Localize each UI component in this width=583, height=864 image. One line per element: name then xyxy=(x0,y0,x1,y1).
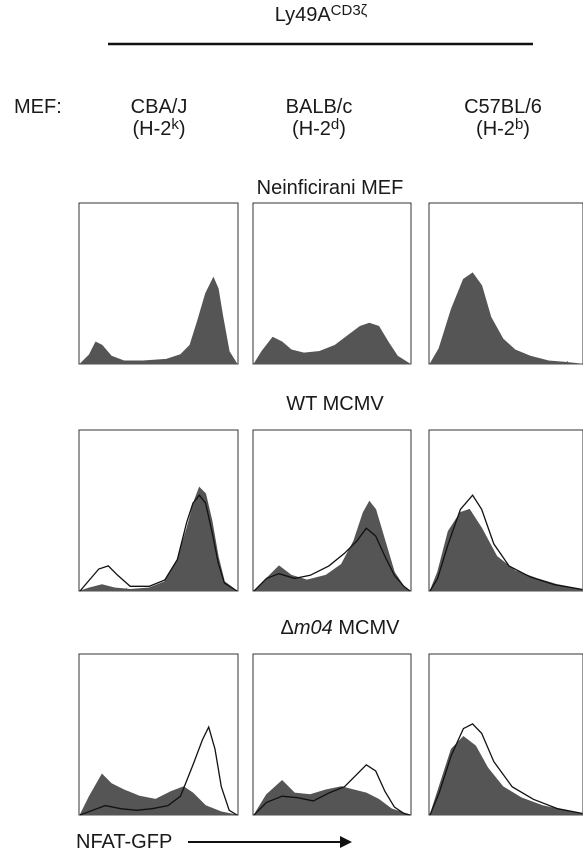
filled-histogram xyxy=(429,272,583,365)
filled-histogram xyxy=(253,322,412,365)
open-histogram-line xyxy=(253,527,411,592)
strain-cbaj: CBA/J (H-2k) xyxy=(131,96,188,140)
construct-title: Ly49ACD3ζ xyxy=(274,2,368,26)
row-title-uninfected: Neinficirani MEF xyxy=(256,177,404,199)
haplotype: (H-2k) xyxy=(132,116,186,140)
filled-histogram xyxy=(253,500,412,592)
strain-balbc: BALB/c (H-2d) xyxy=(286,96,353,140)
haplotype: (H-2b) xyxy=(476,116,530,140)
construct-name: Ly49A xyxy=(274,4,331,26)
histogram-panel xyxy=(428,202,583,365)
histogram-panel xyxy=(428,653,583,816)
open-histogram-line xyxy=(79,725,238,816)
open-histogram-line xyxy=(79,494,238,592)
open-histogram-line xyxy=(253,763,411,816)
strain-name: CBA/J xyxy=(130,96,188,118)
row-title-wt-mcmv: WT MCMV xyxy=(286,393,384,415)
construct-superscript: CD3ζ xyxy=(330,2,368,19)
x-axis-arrow xyxy=(188,836,352,848)
mef-label: MEF: xyxy=(14,96,62,118)
histogram-panel xyxy=(252,653,412,816)
open-histogram-line xyxy=(429,494,583,592)
filled-histogram xyxy=(79,486,239,592)
filled-histogram xyxy=(79,276,238,365)
histogram-panel xyxy=(252,429,412,592)
histogram-panel xyxy=(78,653,239,816)
strain-name: C57BL/6 xyxy=(464,96,542,118)
strain-c57bl6: C57BL/6 (H-2b) xyxy=(464,96,542,140)
filled-histogram xyxy=(253,779,411,816)
histogram-panel xyxy=(252,202,412,365)
histogram-panel xyxy=(78,429,239,592)
open-histogram-line xyxy=(429,723,583,816)
filled-histogram xyxy=(79,773,238,816)
histogram-panel xyxy=(78,202,239,365)
strain-name: BALB/c xyxy=(285,96,353,118)
row-title-dm04-mcmv: Δm04 MCMV xyxy=(280,617,400,639)
haplotype: (H-2d) xyxy=(292,116,346,140)
histogram-panel xyxy=(428,429,583,592)
x-axis-label: NFAT-GFP xyxy=(76,831,173,853)
